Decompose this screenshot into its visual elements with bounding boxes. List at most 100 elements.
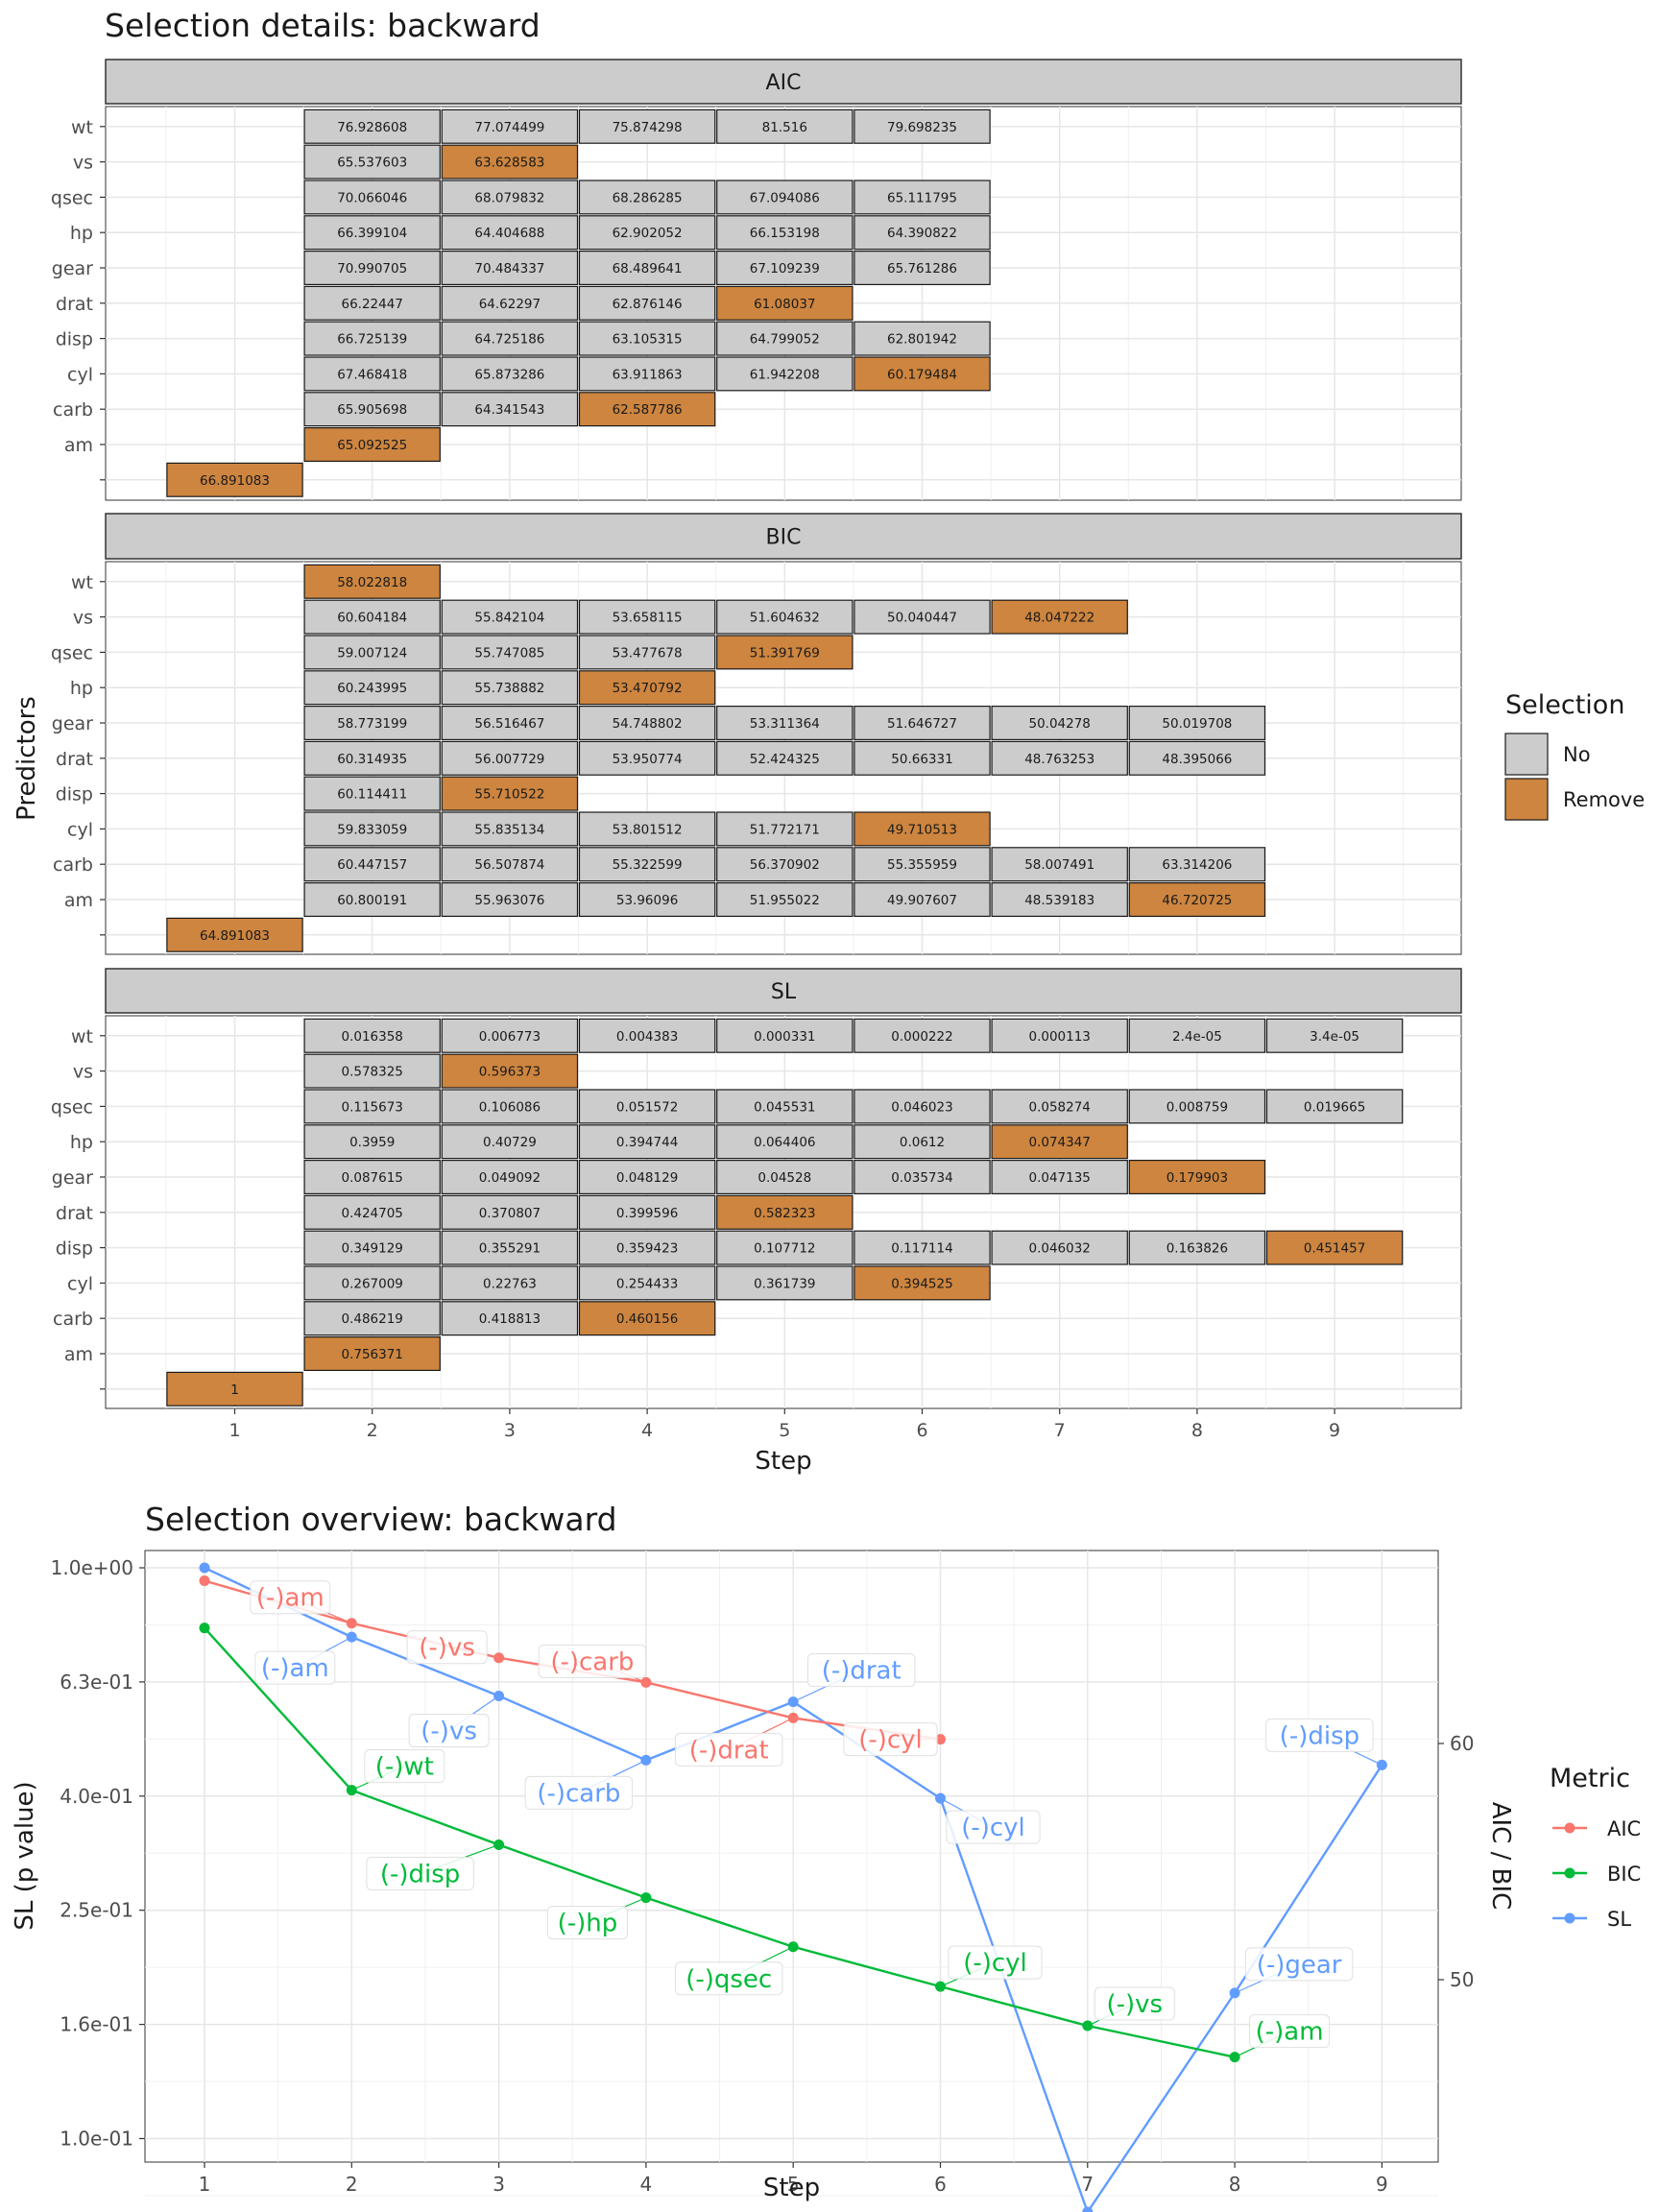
heatmap-cell xyxy=(716,881,854,917)
cell-value: 64.341543 xyxy=(474,402,544,418)
cell-value: 53.477678 xyxy=(613,645,683,661)
heatmap-cell xyxy=(716,599,854,635)
heatmap-cell xyxy=(303,180,441,215)
legend-label: SL xyxy=(1607,1908,1631,1931)
label-box xyxy=(524,1775,634,1810)
heatmap-cell xyxy=(303,108,441,144)
y-tick-label: carb xyxy=(53,399,93,421)
data-label: (-)am xyxy=(261,1654,329,1683)
cell-value: 58.022818 xyxy=(337,575,407,590)
legend-title: Selection xyxy=(1505,690,1624,720)
heatmap-cell xyxy=(991,847,1128,882)
cell-value: 0.000331 xyxy=(754,1029,815,1045)
data-label: (-)disp xyxy=(380,1861,460,1889)
data-label: (-)am xyxy=(1256,2018,1324,2047)
heatmap-cell xyxy=(303,670,441,706)
heatmap-cell xyxy=(441,1230,579,1265)
heatmap-cell xyxy=(578,180,716,215)
data-label: (-)vs xyxy=(421,1717,477,1745)
heatmap-cell xyxy=(854,251,991,286)
heatmap-cell xyxy=(441,740,579,776)
heatmap-cell xyxy=(854,740,991,776)
heatmap-cell xyxy=(716,108,854,144)
cell-value: 65.537603 xyxy=(337,156,407,171)
cell-value: 0.578325 xyxy=(341,1065,402,1080)
facet-strip xyxy=(105,59,1462,105)
heatmap-cell xyxy=(166,462,303,497)
data-label: (-)cyl xyxy=(961,1814,1025,1842)
cell-value: 79.698235 xyxy=(887,120,957,135)
heatmap-cell xyxy=(303,144,441,180)
cell-value: 55.322599 xyxy=(613,857,683,873)
y-tick-label: drat xyxy=(56,1203,93,1224)
y-tick-label: 1.6e-01 xyxy=(60,2013,133,2036)
cell-value: 0.370807 xyxy=(479,1206,541,1221)
heatmap-cell xyxy=(854,108,991,144)
cell-value: 3.4e-05 xyxy=(1310,1029,1359,1045)
heatmap-cell xyxy=(716,1124,854,1160)
heatmap-cell xyxy=(854,705,991,740)
cell-value: 0.596373 xyxy=(479,1065,541,1080)
heatmap-cell xyxy=(441,180,579,215)
data-label: (-)drat xyxy=(822,1657,902,1686)
label-box xyxy=(364,1749,445,1784)
heatmap-cell xyxy=(441,392,579,427)
heatmap-cell xyxy=(441,599,579,635)
label-box xyxy=(675,1961,783,1996)
heatmap-cell xyxy=(578,1265,716,1301)
cell-value: 65.873286 xyxy=(474,367,544,382)
cell-value: 0.051572 xyxy=(616,1099,678,1115)
y-tick-label: 1.0e+00 xyxy=(51,1556,133,1579)
label-box xyxy=(946,1810,1041,1844)
heatmap-cell xyxy=(716,285,854,321)
cell-value: 50.040447 xyxy=(887,611,957,626)
cell-value: 50.66331 xyxy=(891,752,952,767)
cell-value: 60.243995 xyxy=(337,681,407,696)
heatmap-cell xyxy=(441,321,579,356)
cell-value: 54.748802 xyxy=(613,716,683,732)
cell-value: 52.424325 xyxy=(750,752,820,767)
cell-value: 76.928608 xyxy=(337,120,407,135)
y-tick-label: vs xyxy=(73,153,93,174)
cell-value: 0.163826 xyxy=(1166,1241,1228,1257)
heatmap-cell xyxy=(1128,1159,1266,1194)
cell-value: 0.045531 xyxy=(754,1099,815,1115)
cell-value: 0.582323 xyxy=(754,1206,815,1221)
cell-value: 60.114411 xyxy=(337,787,407,803)
x-axis-title: Step xyxy=(763,2174,820,2202)
cell-value: 0.451457 xyxy=(1304,1241,1365,1257)
cell-value: 51.955022 xyxy=(750,893,820,908)
heatmap-cell xyxy=(303,392,441,427)
cell-value: 0.179903 xyxy=(1166,1170,1228,1186)
y-tick-label: cyl xyxy=(67,364,93,385)
cell-value: 0.359423 xyxy=(616,1241,678,1257)
heatmap-cell xyxy=(441,285,579,321)
cell-value: 64.891083 xyxy=(200,928,270,944)
cell-value: 60.800191 xyxy=(337,893,407,908)
cell-value: 0.016358 xyxy=(341,1029,402,1045)
cell-value: 46.720725 xyxy=(1162,893,1232,908)
cell-value: 0.035734 xyxy=(891,1170,952,1186)
cell-value: 48.395066 xyxy=(1162,752,1232,767)
cell-value: 53.801512 xyxy=(613,822,683,837)
cell-value: 0.106086 xyxy=(479,1099,541,1115)
heatmap-cell xyxy=(578,1124,716,1160)
cell-value: 77.074499 xyxy=(474,120,544,135)
heatmap-cell xyxy=(578,635,716,670)
heatmap-cell xyxy=(716,740,854,776)
facet-label: AIC xyxy=(766,71,802,95)
heatmap-cell xyxy=(303,776,441,811)
heatmap-cell xyxy=(303,705,441,740)
heatmap-cell xyxy=(441,670,579,706)
heatmap-cell xyxy=(1128,1230,1266,1265)
heatmap-cell xyxy=(991,1124,1128,1160)
heatmap-cell xyxy=(854,847,991,882)
cell-value: 0.074347 xyxy=(1028,1135,1090,1150)
x-tick-label: 5 xyxy=(787,2173,800,2196)
cell-value: 0.355291 xyxy=(479,1241,541,1257)
label-box xyxy=(843,1722,938,1757)
y-tick-label: hp xyxy=(70,678,93,699)
label-box xyxy=(1265,1718,1374,1752)
cell-value: 0.756371 xyxy=(341,1347,402,1362)
cell-value: 48.047222 xyxy=(1024,611,1094,626)
